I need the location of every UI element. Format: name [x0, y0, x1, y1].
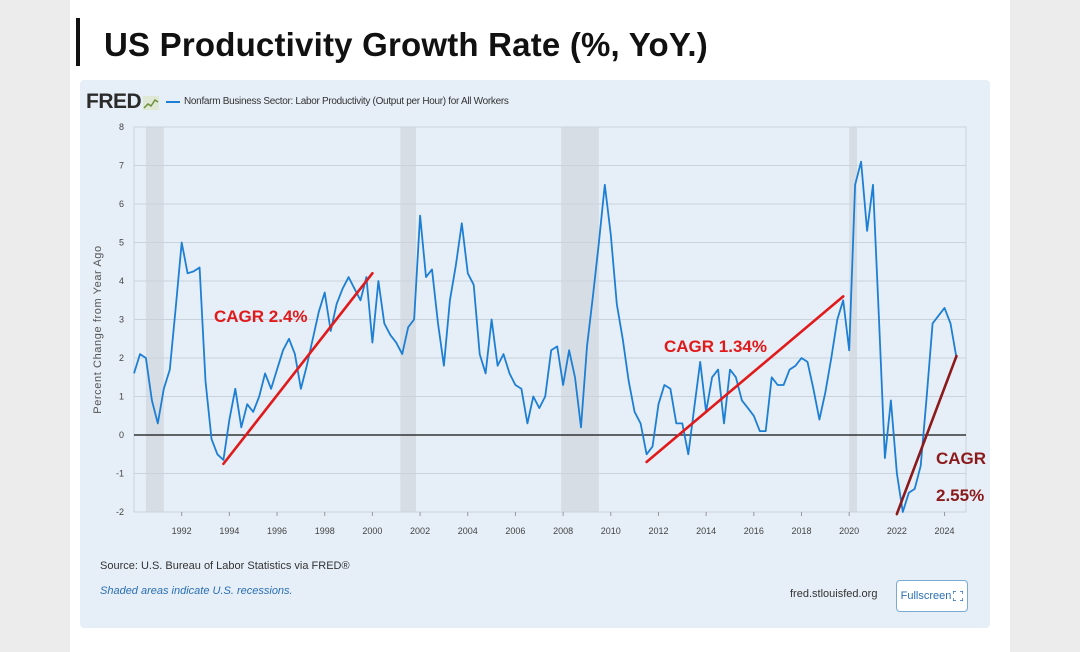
x-tick-label: 2010 — [601, 526, 621, 536]
source-note: Source: U.S. Bureau of Labor Statistics … — [100, 560, 350, 572]
y-tick-label: -2 — [116, 507, 124, 517]
cagr-trend-line — [645, 295, 845, 464]
cagr-trend-line — [895, 354, 958, 516]
x-tick-label: 2008 — [553, 526, 573, 536]
fred-graph-icon — [143, 96, 159, 110]
y-tick-label: 8 — [119, 122, 124, 132]
x-tick-label: 2022 — [887, 526, 907, 536]
cagr-label: 2.55% — [936, 486, 984, 505]
x-tick-label: 1996 — [267, 526, 287, 536]
fullscreen-label: Fullscreen — [900, 590, 952, 602]
fred-site-link[interactable]: fred.stlouisfed.org — [790, 588, 878, 600]
x-tick-label: 2012 — [648, 526, 668, 536]
x-tick-label: 1998 — [315, 526, 335, 536]
y-tick-label: 2 — [119, 353, 124, 363]
x-axis-ticks: 1992 1994 1996 1998 2000 2002 2004 2006 2008 2010… — [172, 512, 955, 536]
legend-swatch — [166, 100, 180, 103]
x-tick-label: 2002 — [410, 526, 430, 536]
y-tick-label: 4 — [119, 276, 124, 286]
cagr-label: CAGR 2.4% — [214, 307, 308, 326]
legend-label: Nonfarm Business Sector: Labor Productiv… — [184, 96, 509, 107]
cagr-label: CAGR 1.34% — [664, 337, 767, 356]
x-tick-label: 2000 — [362, 526, 382, 536]
x-tick-label: 2004 — [458, 526, 478, 536]
title-accent-bar — [76, 18, 80, 66]
y-tick-label: -1 — [116, 469, 124, 479]
chart-legend: Nonfarm Business Sector: Labor Productiv… — [166, 96, 509, 107]
fullscreen-button[interactable]: Fullscreen — [896, 580, 968, 612]
y-tick-label: 3 — [119, 315, 124, 325]
series-line — [133, 160, 958, 513]
page-title: US Productivity Growth Rate (%, YoY.) — [104, 26, 708, 63]
y-tick-label: 5 — [119, 238, 124, 248]
y-tick-label: 6 — [119, 199, 124, 209]
x-tick-label: 2024 — [935, 526, 955, 536]
y-tick-label: 0 — [119, 430, 124, 440]
cagr-annotations: CAGR 2.4% CAGR 1.34% CAGR 2.55% — [214, 271, 986, 516]
gridlines — [133, 126, 967, 513]
fred-graph-panel — [80, 80, 990, 628]
cagr-trend-line — [222, 271, 374, 466]
x-tick-label: 2006 — [505, 526, 525, 536]
expand-icon — [953, 591, 964, 601]
x-tick-label: 1994 — [219, 526, 239, 536]
x-tick-label: 2018 — [791, 526, 811, 536]
cagr-label: CAGR — [936, 449, 986, 468]
y-tick-label: 7 — [119, 161, 124, 171]
x-tick-label: 2020 — [839, 526, 859, 536]
x-tick-label: 1992 — [172, 526, 192, 536]
x-tick-label: 2014 — [696, 526, 716, 536]
y-axis-ticks: -2 -1 0 1 2 3 4 5 6 7 8 — [116, 122, 124, 517]
y-axis-label: Percent Change from Year Ago — [92, 245, 104, 413]
y-tick-label: 1 — [119, 392, 124, 402]
x-tick-label: 2016 — [744, 526, 764, 536]
recessions-link[interactable]: Shaded areas indicate U.S. recessions. — [100, 585, 293, 597]
fred-logo: FRED — [86, 90, 142, 113]
